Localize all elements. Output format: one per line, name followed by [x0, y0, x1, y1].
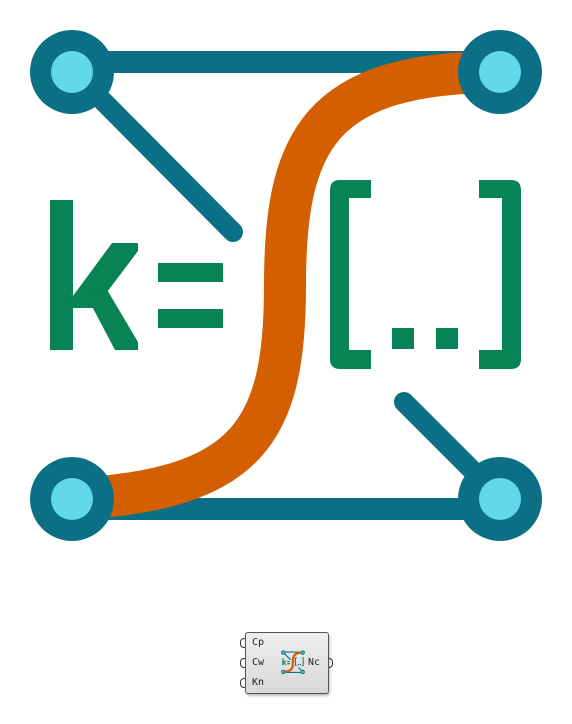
list-glyph	[330, 180, 521, 369]
component-logo	[30, 30, 542, 541]
node-bottom-right	[458, 457, 542, 541]
node-top-left	[30, 30, 114, 114]
diagonal-bottom	[394, 392, 493, 491]
input-label-cw: Cw	[252, 657, 265, 668]
curve-path	[70, 51, 501, 520]
node-bottom-left	[30, 457, 114, 541]
component-body[interactable]: Cp Cw Kn Nc	[245, 632, 329, 694]
diagonal-top	[80, 78, 243, 242]
output-label-nc: Nc	[308, 657, 321, 668]
component-icon	[281, 650, 305, 675]
component-node[interactable]: Cp Cw Kn Nc	[239, 630, 334, 696]
equation-glyph	[50, 200, 223, 350]
node-top-right	[458, 30, 542, 114]
input-label-cp: Cp	[252, 637, 265, 648]
input-label-kn: Kn	[252, 677, 265, 688]
